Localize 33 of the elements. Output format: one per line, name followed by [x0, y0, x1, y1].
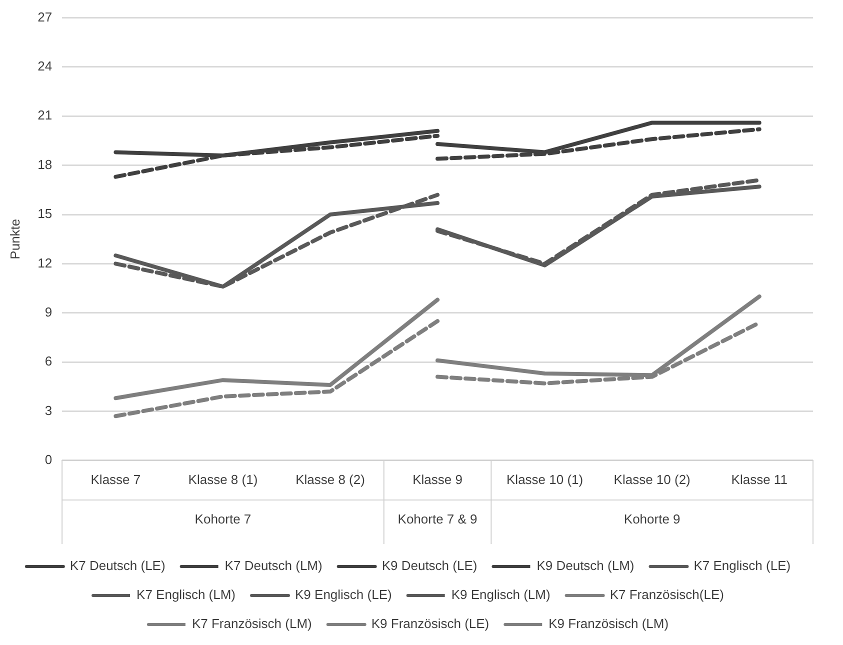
text: Kohorte 7	[194, 512, 252, 527]
legend-label: K7 Englisch (LE)	[694, 558, 791, 574]
y-tick-label: 24	[38, 58, 52, 74]
x-tick-label: Klasse 10 (2)	[614, 472, 690, 487]
y-axis-title: Punkte	[7, 218, 22, 260]
legend-label: K9 Deutsch (LE)	[382, 558, 478, 574]
legend-label: K9 Englisch (LM)	[451, 587, 550, 602]
y-tick-label: 9	[44, 304, 52, 320]
y-tick-label: 21	[38, 108, 52, 123]
text: Kohorte 9	[624, 512, 680, 527]
text: Kohorte 7 & 9	[398, 512, 478, 527]
y-tick-label: 6	[44, 354, 52, 369]
legend-label: K7 Englisch (LM)	[136, 587, 236, 602]
legend-label: K7 Deutsch (LE)	[70, 558, 166, 574]
legend-label: K9 Französisch (LE)	[371, 616, 490, 632]
legend-label: K7 Französisch(LE)	[610, 587, 724, 602]
x-tick-label: Klasse 8 (1)	[188, 472, 258, 487]
x-tick-label: Klasse 7	[90, 472, 141, 487]
y-tick-label: 3	[44, 402, 52, 418]
x-tick-label: Klasse 10 (1)	[506, 472, 584, 487]
legend-label: K7 Französisch (LM)	[192, 616, 312, 632]
x-tick-label: Klasse 9	[412, 472, 462, 487]
x-tick-label: Klasse 11	[731, 472, 788, 487]
legend-label: K9 Französisch (LM)	[548, 616, 669, 632]
legend-label: K9 Deutsch (LM)	[536, 558, 634, 574]
y-tick-label: 0	[44, 452, 52, 467]
y-tick-label: 12	[38, 255, 52, 270]
legend-label: K7 Deutsch (LM)	[224, 558, 322, 574]
y-tick-label: 27	[38, 9, 52, 24]
y-tick-label: 18	[38, 156, 52, 172]
x-tick-label: Klasse 8 (2)	[296, 472, 365, 487]
y-tick-label: 15	[38, 206, 52, 222]
legend-label: K9 Englisch (LE)	[295, 587, 392, 602]
